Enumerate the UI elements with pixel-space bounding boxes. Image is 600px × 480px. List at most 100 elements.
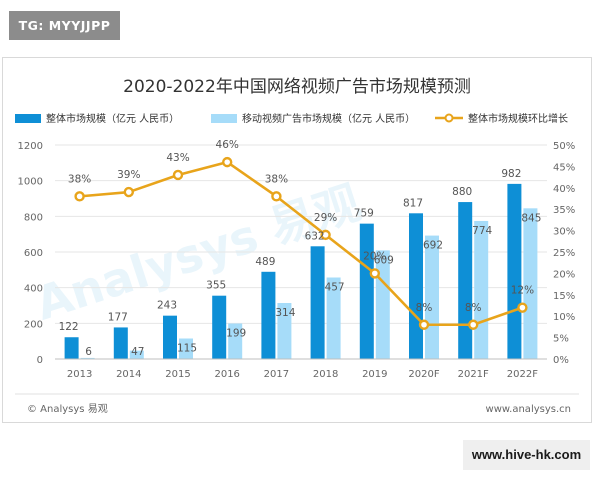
growth-line — [74, 156, 528, 330]
data-label-mobile: 115 — [177, 342, 197, 354]
y-right-tick-label: 30% — [553, 227, 575, 238]
data-label-total: 632 — [305, 230, 325, 242]
y-right-tick-label: 15% — [553, 291, 575, 302]
footer-credit: © Analysys 易观 — [27, 403, 108, 415]
growth-point — [123, 186, 135, 198]
bar-mobile — [277, 303, 292, 359]
y-right-tick-label: 0% — [553, 355, 569, 366]
data-label-total: 817 — [403, 197, 423, 209]
bar-mobile — [179, 338, 193, 359]
bar-total — [359, 223, 374, 359]
data-label-mobile: 845 — [521, 212, 541, 224]
data-label-mobile: 199 — [226, 328, 246, 340]
bar-mobile — [80, 357, 95, 359]
bar-total — [261, 271, 276, 359]
growth-point — [418, 319, 430, 330]
data-label-mobile: 314 — [275, 307, 295, 319]
x-tick-label: 2014 — [116, 369, 141, 380]
data-label-mobile: 457 — [325, 282, 345, 294]
data-label-growth: 12% — [511, 285, 534, 297]
y-left-tick-label: 200 — [24, 319, 43, 330]
bar-mobile — [523, 208, 538, 359]
growth-point — [221, 156, 233, 168]
legend: 整体市场规模（亿元 人民币） 移动视频广告市场规模（亿元 人民币） 整体市场规模环比… — [15, 112, 568, 125]
legend-label-total: 整体市场规模（亿元 人民币） — [46, 112, 179, 125]
y-left-tick-label: 800 — [24, 212, 43, 223]
chart-title: 2020-2022年中国网络视频广告市场规模预测 — [123, 77, 471, 97]
site-badge: www.hive-hk.com — [463, 440, 590, 470]
y-left-tick-label: 1200 — [18, 141, 43, 152]
y-right-tick-label: 5% — [553, 334, 569, 345]
bar-total — [507, 183, 522, 359]
chart-card: Analysys 易观 2020-2022年中国网络视频广告市场规模预测 整体市… — [2, 57, 592, 423]
y-right-tick-label: 25% — [553, 248, 575, 259]
data-label-total: 243 — [157, 300, 177, 312]
data-label-growth: 43% — [166, 152, 189, 164]
x-tick-label: 2022F — [507, 369, 538, 380]
y-left-tick-label: 0 — [37, 355, 43, 366]
bars — [64, 183, 538, 359]
x-tick-label: 2013 — [67, 369, 92, 380]
data-label-mobile: 609 — [374, 254, 394, 266]
axes: 0 200 400 600 800 1000 1200 0% 5% 10% 15% 20% 25% 30%… — [18, 141, 576, 380]
bar-total — [409, 213, 423, 359]
data-label-growth: 46% — [216, 139, 239, 151]
y-right-tick-label: 45% — [553, 162, 575, 173]
bar-total — [113, 327, 128, 359]
data-label-mobile: 774 — [472, 225, 492, 237]
x-tick-label: 2016 — [214, 369, 239, 380]
legend-label-mobile: 移动视频广告市场规模（亿元 人民币） — [242, 112, 415, 125]
growth-polyline — [79, 160, 523, 327]
x-tick-label: 2018 — [313, 369, 338, 380]
x-tick-label: 2015 — [165, 369, 190, 380]
growth-point — [172, 169, 184, 181]
y-right-tick-label: 35% — [553, 205, 575, 216]
data-label-growth: 39% — [117, 169, 140, 181]
growth-point — [271, 191, 282, 202]
data-label-growth: 38% — [265, 173, 288, 185]
growth-point — [320, 229, 331, 241]
data-label-mobile: 6 — [85, 346, 92, 358]
data-label-growth: 29% — [314, 212, 337, 224]
bar-total — [310, 246, 325, 359]
bar-total — [64, 337, 79, 359]
data-label-growth: 38% — [68, 173, 91, 185]
y-right-tick-label: 20% — [553, 269, 575, 280]
y-right-tick-label: 50% — [553, 141, 575, 152]
bar-mobile — [326, 277, 341, 359]
x-tick-label: 2017 — [264, 369, 289, 380]
data-labels: 122 177 243 355 489 632 759 817 880 982 6 47 115 199 3… — [59, 139, 542, 358]
data-label-total: 880 — [452, 186, 472, 198]
bar-total — [212, 295, 227, 359]
legend-swatch-mobile — [211, 114, 237, 123]
legend-swatch-growth-marker — [444, 113, 454, 123]
chart-svg: Analysys 易观 2020-2022年中国网络视频广告市场规模预测 整体市… — [15, 77, 579, 415]
growth-point — [468, 319, 479, 330]
bar-mobile — [129, 350, 144, 359]
x-tick-label: 2019 — [362, 369, 387, 380]
growth-point — [517, 302, 528, 313]
tg-tag-badge: TG: MYYJJPP — [9, 11, 120, 40]
bar-total — [458, 202, 473, 359]
legend-label-growth: 整体市场规模环比增长 — [468, 112, 568, 125]
bar-total — [163, 315, 177, 359]
data-label-growth: 20% — [363, 250, 386, 262]
growth-point — [369, 268, 380, 279]
y-left-tick-label: 600 — [24, 248, 43, 259]
bar-mobile — [375, 250, 390, 359]
bar-mobile — [425, 235, 439, 359]
data-label-total: 177 — [108, 311, 128, 323]
data-label-growth: 8% — [465, 302, 482, 314]
growth-point — [74, 191, 85, 202]
bar-mobile — [228, 323, 243, 359]
data-label-mobile: 692 — [423, 240, 443, 252]
bar-mobile — [474, 220, 489, 359]
data-label-total: 982 — [501, 168, 521, 180]
legend-swatch-total — [15, 114, 41, 123]
data-label-total: 355 — [206, 280, 226, 292]
data-label-mobile: 47 — [131, 346, 144, 358]
y-right-tick-label: 40% — [553, 184, 575, 195]
x-tick-label: 2021F — [458, 369, 489, 380]
data-label-growth: 8% — [416, 302, 433, 314]
y-left-tick-label: 400 — [24, 284, 43, 295]
